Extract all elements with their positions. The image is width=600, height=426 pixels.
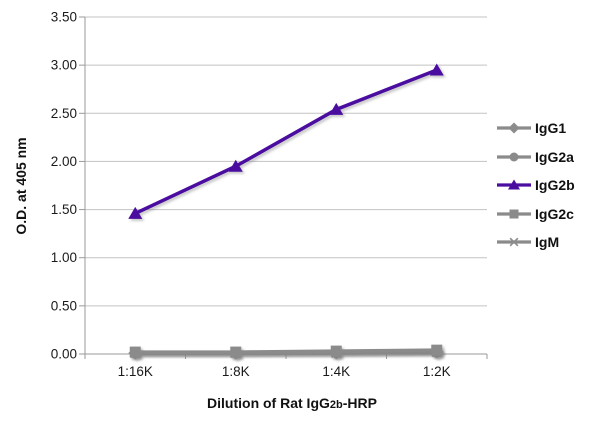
legend-label: IgG2b	[535, 177, 575, 194]
y-tick-label: 0.00	[51, 347, 77, 362]
data-point-diamond	[508, 122, 520, 134]
legend-label: IgM	[535, 234, 560, 251]
data-point-triangle	[429, 63, 444, 76]
x-tick-label: 1:2K	[423, 364, 451, 379]
data-point-triangle	[228, 159, 243, 172]
y-tick-label: 2.50	[51, 106, 77, 121]
legend-item-IgM: IgM	[496, 228, 575, 257]
y-tick-label: 1.00	[51, 250, 77, 265]
legend-item-IgG2a: IgG2a	[496, 143, 575, 172]
data-point-triangle	[329, 102, 344, 115]
x-axis-title-prefix: Dilution of Rat IgG	[207, 395, 330, 411]
legend: IgG1 IgG2a IgG2b IgG2c IgM	[496, 114, 575, 257]
series-IgG2c	[129, 344, 443, 358]
legend-item-IgG2c: IgG2c	[496, 200, 575, 229]
data-point-square	[230, 346, 242, 358]
y-tick-label: 1.50	[51, 202, 77, 217]
data-point-square	[509, 209, 519, 219]
y-tick-label: 0.50	[51, 298, 77, 313]
y-tick-label: 3.00	[51, 58, 77, 73]
series-line	[133, 348, 439, 354]
legend-marker-diamond-icon	[497, 122, 531, 134]
y-axis-title-text: O.D. at 405 nm	[13, 137, 29, 235]
data-point-square	[330, 345, 342, 357]
x-axis-title-suffix: -HRP	[342, 395, 377, 411]
x-tick-label: 1:8K	[222, 364, 250, 379]
y-tick-label: 3.50	[51, 10, 77, 25]
gridlines	[85, 16, 487, 307]
data-point-triangle	[128, 206, 143, 219]
series-line	[133, 68, 439, 216]
legend-marker-asterisk-icon	[497, 237, 531, 247]
legend-item-IgG1: IgG1	[496, 114, 575, 143]
legend-marker-triangle-icon	[497, 179, 531, 190]
data-point-square	[129, 346, 141, 358]
x-tick-label: 1:4K	[322, 364, 350, 379]
data-point-asterisk	[509, 237, 519, 247]
data-point-circle	[509, 152, 519, 162]
series-IgG2b	[128, 63, 444, 219]
y-axis-title: O.D. at 405 nm	[13, 137, 29, 234]
data-point-triangle	[508, 179, 520, 190]
legend-label: IgG2a	[535, 148, 574, 165]
legend-marker-square-icon	[497, 209, 531, 219]
data-point-square	[431, 344, 443, 356]
legend-marker-circle-icon	[497, 152, 531, 162]
legend-item-IgG2b: IgG2b	[496, 171, 575, 200]
legend-label: IgG1	[535, 120, 567, 137]
x-tick-label: 1:16K	[118, 364, 153, 379]
y-tick-label: 2.00	[51, 154, 77, 169]
x-axis-title: Dilution of Rat IgG2b-HRP	[207, 395, 377, 411]
axes: 0.00 0.50 1.00 1.50 2.00 2.50 3.00 3.50 1:16K 1:8…	[51, 10, 488, 379]
legend-label: IgG2c	[535, 205, 574, 222]
x-axis-title-subscript: 2b	[329, 399, 343, 411]
